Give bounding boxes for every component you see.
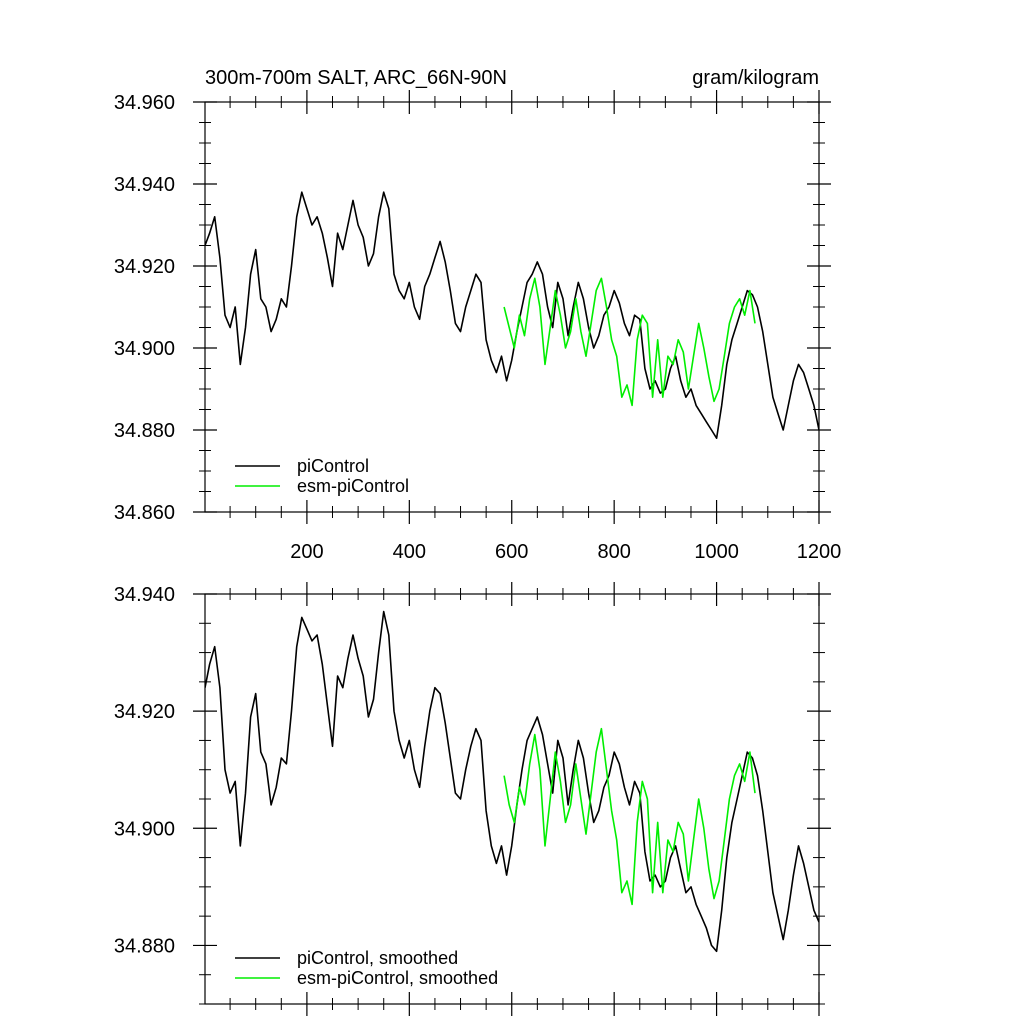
- x-tick-label: 1000: [694, 541, 739, 563]
- y-tick-label: 34.900: [114, 818, 175, 840]
- x-tick-label: 600: [495, 541, 528, 563]
- series-line-picontrol: [205, 191, 819, 440]
- units-label: gram/kilogram: [692, 67, 819, 89]
- x-tick-label: 1200: [797, 541, 842, 563]
- series-line-picontrol: [205, 610, 819, 953]
- series-group: [205, 191, 819, 440]
- top-panel: 200 400 600 800 1000 1200 34.860 34.880 34.900 34…: [114, 67, 841, 563]
- x-tick-label: 800: [597, 541, 630, 563]
- plot-frame: [204, 593, 820, 1005]
- y-tick-label: 34.880: [114, 935, 175, 957]
- series-group: [205, 610, 819, 953]
- series-line-esm-picontrol: [503, 277, 756, 407]
- chart-title: 300m-700m SALT, ARC_66N-90N: [205, 67, 507, 89]
- y-tick-label: 34.900: [114, 338, 175, 360]
- legend-label: esm-piControl, smoothed: [297, 968, 498, 988]
- y-tick-label: 34.880: [114, 420, 175, 442]
- bottom-panel: 34.880 34.900 34.920 34.940 piControl, smoot…: [114, 582, 831, 1016]
- x-tick-label: 200: [290, 541, 323, 563]
- series-line-esm-picontrol: [503, 727, 756, 906]
- x-tick-label: 400: [393, 541, 426, 563]
- y-tick-label: 34.860: [114, 502, 175, 524]
- y-tick-label: 34.960: [114, 92, 175, 114]
- legend-label: piControl: [297, 456, 369, 476]
- plot-frame: [204, 101, 820, 513]
- y-tick-label: 34.920: [114, 701, 175, 723]
- legend-label: esm-piControl: [297, 476, 409, 496]
- y-tick-label: 34.940: [114, 174, 175, 196]
- y-tick-label: 34.940: [114, 584, 175, 606]
- legend-label: piControl, smoothed: [297, 948, 458, 968]
- y-tick-label: 34.920: [114, 256, 175, 278]
